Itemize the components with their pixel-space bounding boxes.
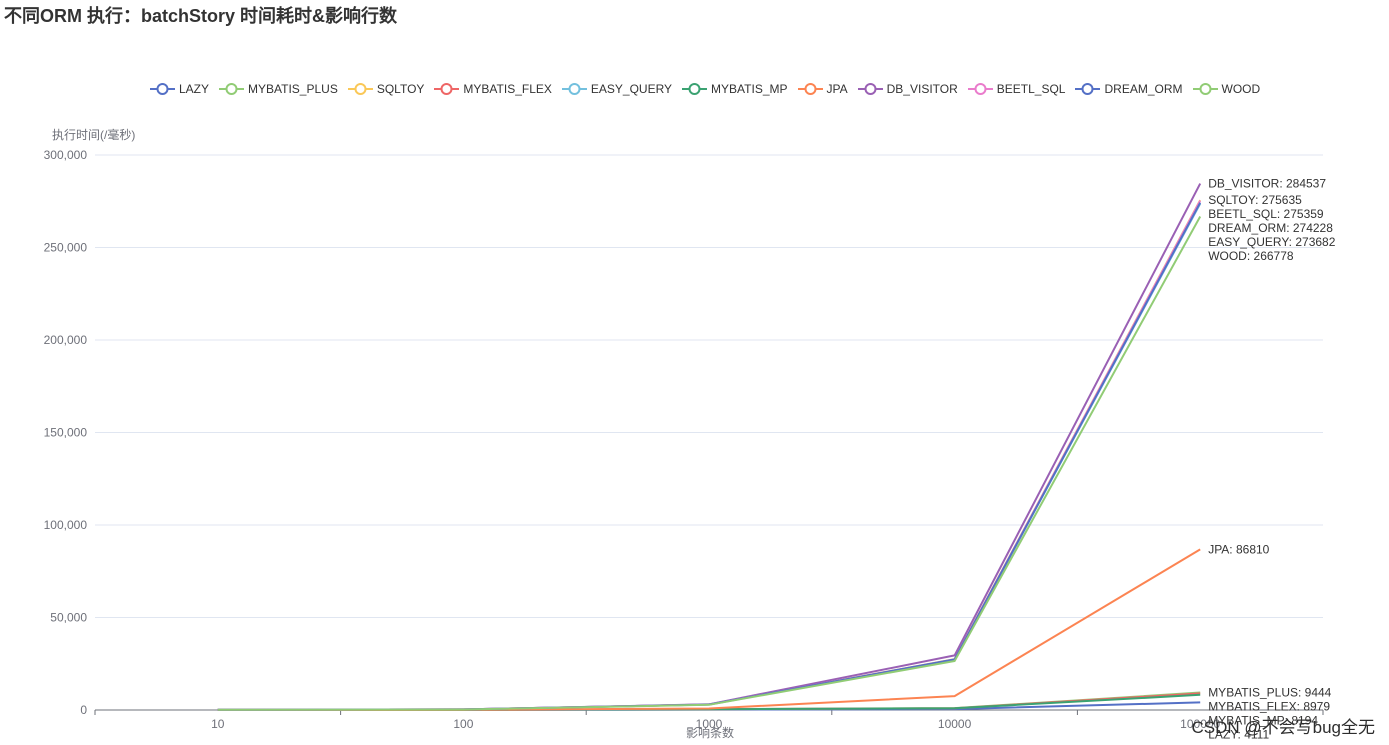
legend-item-dream-orm[interactable]: DREAM_ORM bbox=[1075, 82, 1183, 96]
y-axis-label: 执行时间(/毫秒) bbox=[52, 128, 136, 142]
legend-label: EASY_QUERY bbox=[590, 82, 673, 96]
legend-label: MYBATIS_PLUS bbox=[248, 82, 338, 96]
legend-line-circle-icon bbox=[682, 83, 708, 95]
end-label-sqltoy: SQLTOY: 275635 bbox=[1208, 193, 1302, 207]
x-tick-label: 10000 bbox=[938, 717, 972, 731]
x-tick-label: 100 bbox=[453, 717, 473, 731]
legend-line-circle-icon bbox=[561, 83, 587, 95]
legend-line-circle-icon bbox=[1192, 83, 1218, 95]
x-tick-label: 10 bbox=[211, 717, 225, 731]
legend-item-lazy[interactable]: LAZY bbox=[150, 82, 209, 96]
legend-line-circle-icon bbox=[347, 83, 373, 95]
x-tick-label: 1000 bbox=[696, 717, 723, 731]
legend-label: JPA bbox=[826, 82, 848, 96]
legend-item-db-visitor[interactable]: DB_VISITOR bbox=[857, 82, 958, 96]
legend-item-sqltoy[interactable]: SQLTOY bbox=[347, 82, 425, 96]
legend-line-circle-icon bbox=[219, 83, 245, 95]
legend-line-circle-icon bbox=[797, 83, 823, 95]
end-label-db-visitor: DB_VISITOR: 284537 bbox=[1208, 177, 1326, 191]
series-line-sqltoy bbox=[217, 199, 1202, 711]
legend-label: WOOD bbox=[1221, 82, 1261, 96]
legend-line-circle-icon bbox=[857, 83, 883, 95]
legend-label: MYBATIS_FLEX bbox=[463, 82, 552, 96]
chart-legend[interactable]: LAZY MYBATIS_PLUS SQLTOY MYBATIS_FLEX EASY_Q… bbox=[150, 80, 1270, 98]
chart-title: 不同ORM 执行：batchStory 时间耗时&影响行数 bbox=[4, 6, 398, 26]
series-line-jpa bbox=[217, 548, 1201, 711]
end-label-beetl-sql: BEETL_SQL: 275359 bbox=[1208, 207, 1324, 221]
y-tick-label: 0 bbox=[80, 703, 87, 717]
legend-line-circle-icon bbox=[150, 83, 175, 95]
end-label-easy-query: EASY_QUERY: 273682 bbox=[1208, 235, 1336, 249]
series-line-db-visitor bbox=[217, 183, 1202, 711]
legend-label: DREAM_ORM bbox=[1104, 82, 1183, 96]
legend-line-circle-icon bbox=[1075, 83, 1101, 95]
watermark: CSDN @不会写bug全无 bbox=[1191, 718, 1375, 737]
y-tick-label: 50,000 bbox=[50, 611, 87, 625]
end-label-wood: WOOD: 266778 bbox=[1208, 249, 1294, 263]
legend-item-jpa[interactable]: JPA bbox=[797, 82, 848, 96]
y-tick-label: 250,000 bbox=[44, 241, 88, 255]
legend-line-circle-icon bbox=[967, 83, 993, 95]
end-label-mybatis-mp: MYBATIS_MP: 8194 bbox=[1208, 714, 1318, 728]
legend-item-easy-query[interactable]: EASY_QUERY bbox=[561, 82, 673, 96]
x-axis-label: 影响条数 bbox=[686, 726, 735, 740]
x-tick-label: 100000 bbox=[1180, 717, 1220, 731]
legend-item-mybatis-mp[interactable]: MYBATIS_MP bbox=[682, 82, 788, 96]
legend-line-circle-icon bbox=[434, 83, 460, 95]
legend-item-beetl-sql[interactable]: BEETL_SQL bbox=[967, 82, 1066, 96]
end-label-dream-orm: DREAM_ORM: 274228 bbox=[1208, 221, 1333, 235]
series-line-easy-query bbox=[217, 203, 1202, 711]
legend-item-mybatis-plus[interactable]: MYBATIS_PLUS bbox=[219, 82, 338, 96]
legend-item-mybatis-flex[interactable]: MYBATIS_FLEX bbox=[434, 82, 552, 96]
y-tick-label: 100,000 bbox=[44, 518, 88, 532]
end-label-lazy: LAZY: 4111 bbox=[1208, 728, 1269, 742]
legend-label: SQLTOY bbox=[376, 82, 425, 96]
legend-label: MYBATIS_MP bbox=[711, 82, 788, 96]
end-label-mybatis-plus: MYBATIS_PLUS: 9444 bbox=[1208, 686, 1331, 700]
series-line-wood bbox=[217, 216, 1202, 711]
end-label-mybatis-flex: MYBATIS_FLEX: 8979 bbox=[1208, 700, 1330, 714]
legend-label: LAZY bbox=[179, 82, 210, 96]
y-tick-label: 200,000 bbox=[44, 333, 88, 347]
legend-label: BEETL_SQL bbox=[996, 82, 1066, 96]
end-label-jpa: JPA: 86810 bbox=[1208, 542, 1269, 556]
legend-label: DB_VISITOR bbox=[886, 82, 958, 96]
series-line-beetl-sql bbox=[217, 200, 1202, 711]
series-line-dream-orm bbox=[217, 202, 1202, 711]
y-tick-label: 300,000 bbox=[44, 148, 88, 162]
y-tick-label: 150,000 bbox=[44, 426, 88, 440]
legend-item-wood[interactable]: WOOD bbox=[1192, 82, 1261, 96]
